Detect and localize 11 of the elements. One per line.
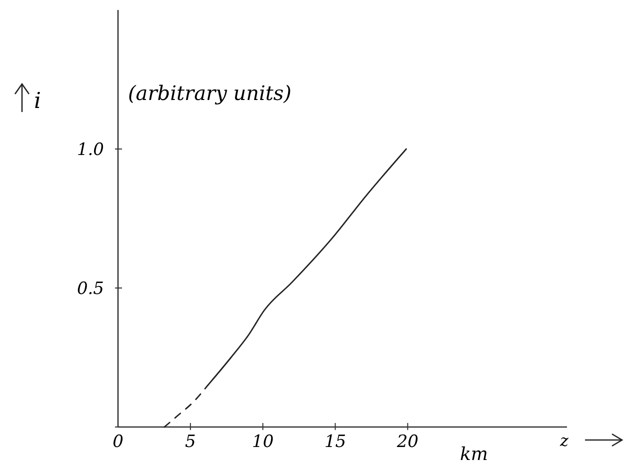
x-axis-title: z: [559, 431, 569, 450]
text: km: [460, 444, 488, 465]
y-tick-label: 0.5: [76, 279, 104, 299]
x-tick-label: 5: [185, 432, 196, 452]
annotation: (arbitrary units): [128, 81, 292, 105]
x-tick-label: 15: [324, 432, 346, 452]
y-tick-label: 1.0: [76, 140, 104, 160]
x-tick-label: 0: [112, 432, 124, 452]
x-tick-label: 10: [252, 432, 274, 452]
x-tick-label: 20: [396, 432, 419, 452]
y-axis-title: i: [34, 89, 42, 114]
